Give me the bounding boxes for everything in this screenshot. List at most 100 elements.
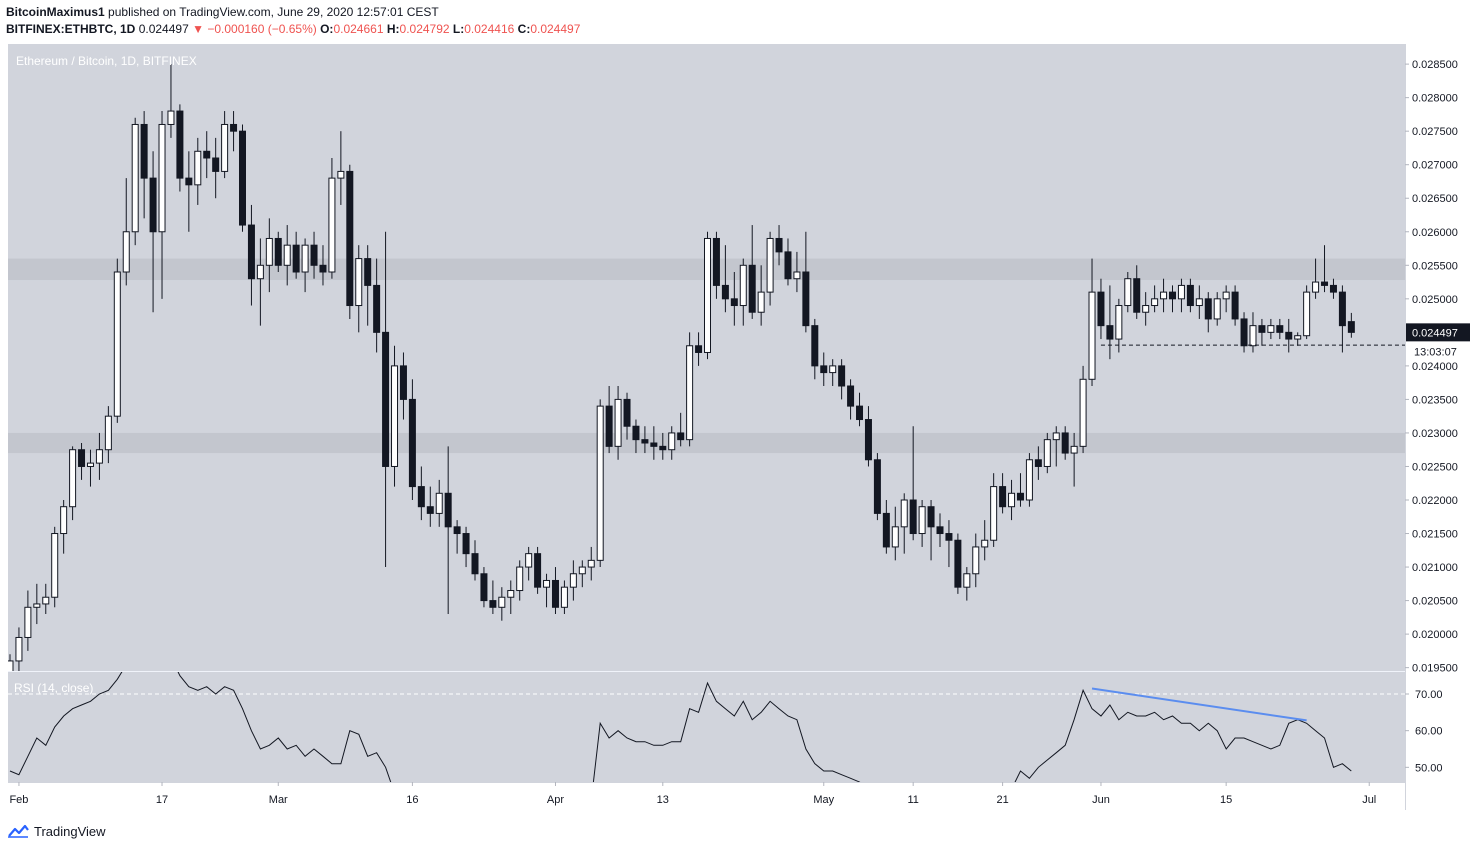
candle-body-down	[730, 298, 738, 307]
price-tick-label: 0.020000	[1412, 629, 1458, 641]
candle-body-up	[51, 533, 59, 598]
candle-body-up	[766, 237, 774, 293]
candle-body-up	[1088, 291, 1096, 380]
candle	[221, 111, 229, 179]
rsi-tick-label: 60.00	[1415, 726, 1443, 738]
candle	[1276, 318, 1284, 340]
price-tick-label: 0.024000	[1412, 361, 1458, 373]
candle	[1169, 285, 1176, 313]
candle	[1329, 278, 1337, 299]
time-tick-label: May	[813, 794, 834, 806]
candle	[543, 573, 551, 608]
candle	[569, 560, 577, 601]
candle-body-up	[569, 573, 577, 588]
candle-body-up	[1294, 335, 1302, 340]
candle-body-up	[86, 462, 94, 467]
candle-body-up	[265, 237, 273, 266]
price-tick-label: 0.022000	[1412, 495, 1458, 507]
candle-body-down	[1186, 284, 1194, 307]
author-name[interactable]: BitcoinMaximus1	[6, 5, 105, 19]
footer: TradingView	[6, 820, 106, 842]
candle-body-down	[1321, 281, 1329, 286]
candle	[462, 526, 470, 568]
time-tick-label: Mar	[269, 794, 288, 806]
candle-body-down	[748, 264, 756, 313]
candle	[274, 231, 282, 272]
candle-body-up	[24, 606, 32, 638]
candle	[256, 238, 264, 326]
candle	[990, 473, 998, 547]
candle-body-up	[1213, 298, 1221, 320]
candle	[1088, 258, 1096, 386]
candle	[909, 426, 917, 541]
candle	[42, 583, 50, 614]
candle-body-up	[167, 110, 175, 125]
candle-body-down	[811, 325, 819, 367]
candle-body-down	[1338, 291, 1346, 327]
candle	[766, 231, 774, 306]
candle	[140, 111, 148, 219]
candle	[1338, 285, 1346, 353]
candle	[721, 245, 729, 313]
price-tick-label: 0.026000	[1412, 227, 1458, 239]
candle-body-down	[551, 579, 559, 608]
open-value: 0.024661	[333, 22, 384, 36]
candle-body-up	[158, 123, 166, 233]
candle-body-down	[775, 237, 783, 253]
tradingview-brand[interactable]: TradingView	[34, 823, 106, 839]
candle-body-down	[1169, 291, 1176, 300]
candle	[417, 466, 425, 521]
candle-body-down	[695, 345, 703, 353]
candle-body-down	[1106, 325, 1114, 340]
candle	[176, 104, 184, 192]
candle	[498, 587, 506, 621]
candle-body-up	[900, 499, 908, 528]
candle	[1285, 318, 1293, 353]
candle-body-down	[292, 244, 300, 273]
candle	[113, 258, 121, 423]
time-tick-label: 13	[657, 794, 669, 806]
candle-body-up	[15, 636, 23, 662]
candle-body-up	[1142, 305, 1150, 313]
candle	[972, 533, 980, 588]
candle-body-down	[140, 123, 148, 179]
candle	[632, 419, 640, 454]
candle	[1070, 432, 1078, 487]
price-tick-label: 0.025000	[1412, 294, 1458, 306]
candle-body-up	[543, 579, 551, 588]
candle	[739, 258, 747, 326]
candle	[1133, 265, 1141, 319]
candle-body-up	[113, 271, 121, 417]
candle	[1052, 426, 1060, 467]
candle-body-up	[1070, 445, 1078, 454]
candle-body-up	[739, 264, 747, 307]
candle	[856, 392, 864, 427]
candle	[301, 238, 309, 293]
candle-body-down	[408, 398, 416, 488]
candle-body-up	[704, 237, 711, 353]
rsi-divergence-trendline[interactable]	[1091, 687, 1307, 722]
candle	[265, 218, 273, 293]
candle	[712, 231, 720, 299]
candle-body-up	[963, 573, 971, 588]
candle	[1204, 292, 1212, 333]
candle	[1097, 278, 1105, 340]
rsi-tick-label: 50.00	[1415, 762, 1443, 774]
candle-body-up	[95, 449, 103, 464]
candles	[8, 64, 1355, 671]
candle-body-up	[525, 553, 533, 568]
time-tick-label: 17	[156, 794, 168, 806]
candle-body-up	[1195, 298, 1203, 307]
candle	[560, 580, 568, 614]
candle-body-down	[927, 506, 935, 528]
close-value: 0.024497	[530, 22, 581, 36]
rsi-line	[9, 672, 1352, 782]
candle	[86, 449, 94, 487]
candle-body-down	[176, 110, 184, 179]
candle	[838, 359, 846, 400]
candle	[230, 111, 238, 152]
candle-body-down	[1034, 459, 1042, 467]
candle	[614, 386, 622, 460]
change-value: −0.000160 (−0.65%)	[207, 22, 317, 36]
